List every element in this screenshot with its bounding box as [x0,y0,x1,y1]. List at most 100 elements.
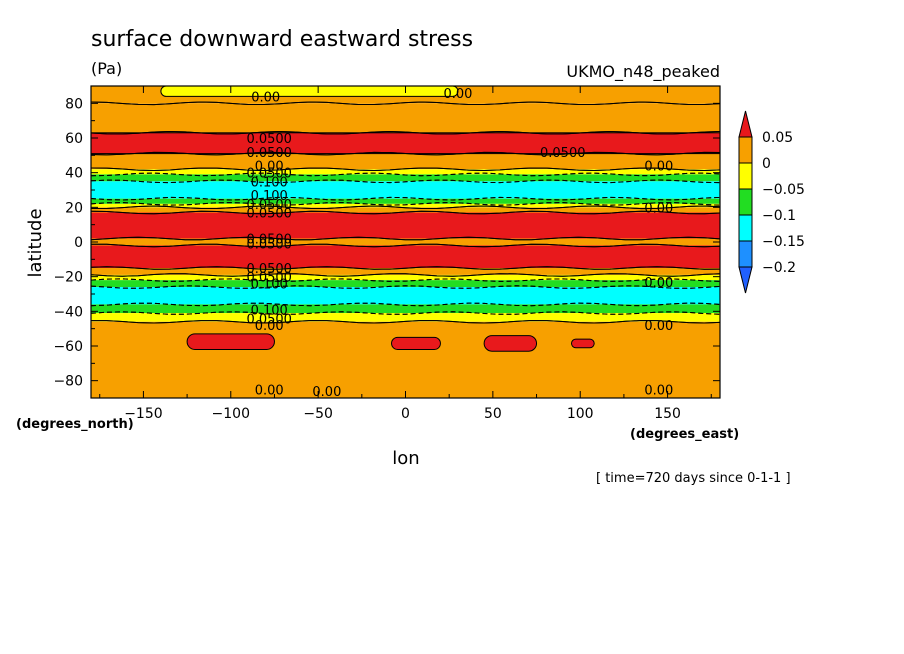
color-band [91,207,720,213]
y-tick-label: −60 [53,339,83,355]
x-tick-label: 100 [567,406,594,422]
plot-area [90,85,721,398]
color-band [91,321,720,398]
colorbar: 0.05 0 −0.05 −0.1 −0.15 −0.2 [738,110,805,294]
y-tick-label: 0 [74,235,83,251]
color-band [91,304,720,314]
y-tick-label: 20 [65,200,83,216]
contour-label: 0.100 [251,175,288,190]
colorbar-label: −0.1 [762,208,796,224]
contour-label: 0.0500 [246,146,292,161]
colorbar-segment [738,162,753,190]
x-tick-label: −50 [303,406,333,422]
color-band [91,280,720,288]
colorbar-segment [738,214,753,242]
contour-line [90,236,721,241]
x-tick-label: 50 [484,406,502,422]
color-band [91,153,720,170]
x-tick-label: −100 [212,406,250,422]
contour-label: 0.0500 [246,233,292,248]
contour-line [90,179,721,184]
contour-label: 0.0500 [246,207,292,222]
color-band [91,198,720,204]
contour-lines [90,101,721,324]
y-tick-label: 60 [65,131,83,147]
y-axis-label: latitude [25,208,46,277]
dataset-label: UKMO_n48_peaked [566,62,720,82]
contour-patch [570,338,595,349]
x-tick-label: 150 [654,406,681,422]
contour-label: 0.0500 [246,238,292,253]
contour-label: 0.00 [312,385,341,400]
contour-label: 0.0500 [246,132,292,147]
y-axis: 80 60 40 20 0 −20 −40 −60 −80 [53,85,720,399]
contour-label: 0.00 [644,383,673,398]
contour-patch [90,132,721,155]
contour-line [90,273,721,277]
colorbar-segment [738,240,753,268]
contour-line [90,202,721,206]
colorbar-segment [738,136,753,164]
colorbar-arrow-bottom [738,266,753,294]
contour-label: 0.00 [443,87,472,102]
x-tick-label: −150 [124,406,162,422]
x-tick-label: 0 [401,406,410,422]
contour-patch [186,333,275,350]
color-band [91,181,720,199]
colorbar-arrow-top [738,110,753,138]
contour-label: 0.00 [644,160,673,175]
color-band [91,212,720,239]
contour-label: 0.0500 [246,262,292,277]
y-units-label: (degrees_north) [16,417,134,432]
color-band [91,274,720,281]
contour-label: 0.00 [644,201,673,216]
colorbar-label: −0.05 [762,182,805,198]
contour-patch [160,85,459,97]
contour-line [90,210,721,215]
contour-label: 0.00 [251,90,280,105]
contour-patch [483,335,538,352]
color-band [91,245,720,268]
colorbar-label: −0.2 [762,260,796,276]
contour-line [90,130,721,135]
colorbar-label: 0 [762,156,771,172]
contour-label: 0.00 [255,383,284,398]
contour-label: 0.0500 [246,271,292,286]
contour-line [90,196,721,201]
contour-label: 0.100 [251,189,288,204]
color-band [91,313,720,322]
color-band [91,174,720,182]
contour-line [90,266,721,270]
color-band [91,238,720,246]
contour-line [90,101,721,106]
y-tick-label: −20 [53,270,83,286]
contour-label: 0.00 [644,276,673,291]
chart-title: surface downward eastward stress [91,27,473,52]
contour-line [90,302,721,307]
contour-label: 0.00 [255,319,284,334]
colorbar-label: −0.15 [762,234,805,250]
contour-line [90,311,721,315]
contour-line [91,319,721,324]
x-axis-label: lon [392,448,419,469]
contour-line [91,243,721,248]
contour-line [90,172,721,177]
contour-patch [391,336,441,350]
x-axis: −150 −100 −50 0 50 100 150 [99,86,712,422]
contour-label: 0.100 [251,304,288,319]
contour-line [90,285,721,289]
y-tick-label: 80 [65,96,83,112]
contour-line [91,205,721,210]
color-band [91,287,720,305]
contour-label: 0.00 [644,319,673,334]
colorbar-segment [738,188,753,216]
contour-line [90,167,721,172]
time-note: [ time=720 days since 0-1-1 ] [596,471,791,486]
contour-line [90,151,721,156]
color-band [91,169,720,175]
contour-label: 0.0500 [246,198,292,213]
color-band [91,103,720,133]
units-label: (Pa) [91,59,122,78]
